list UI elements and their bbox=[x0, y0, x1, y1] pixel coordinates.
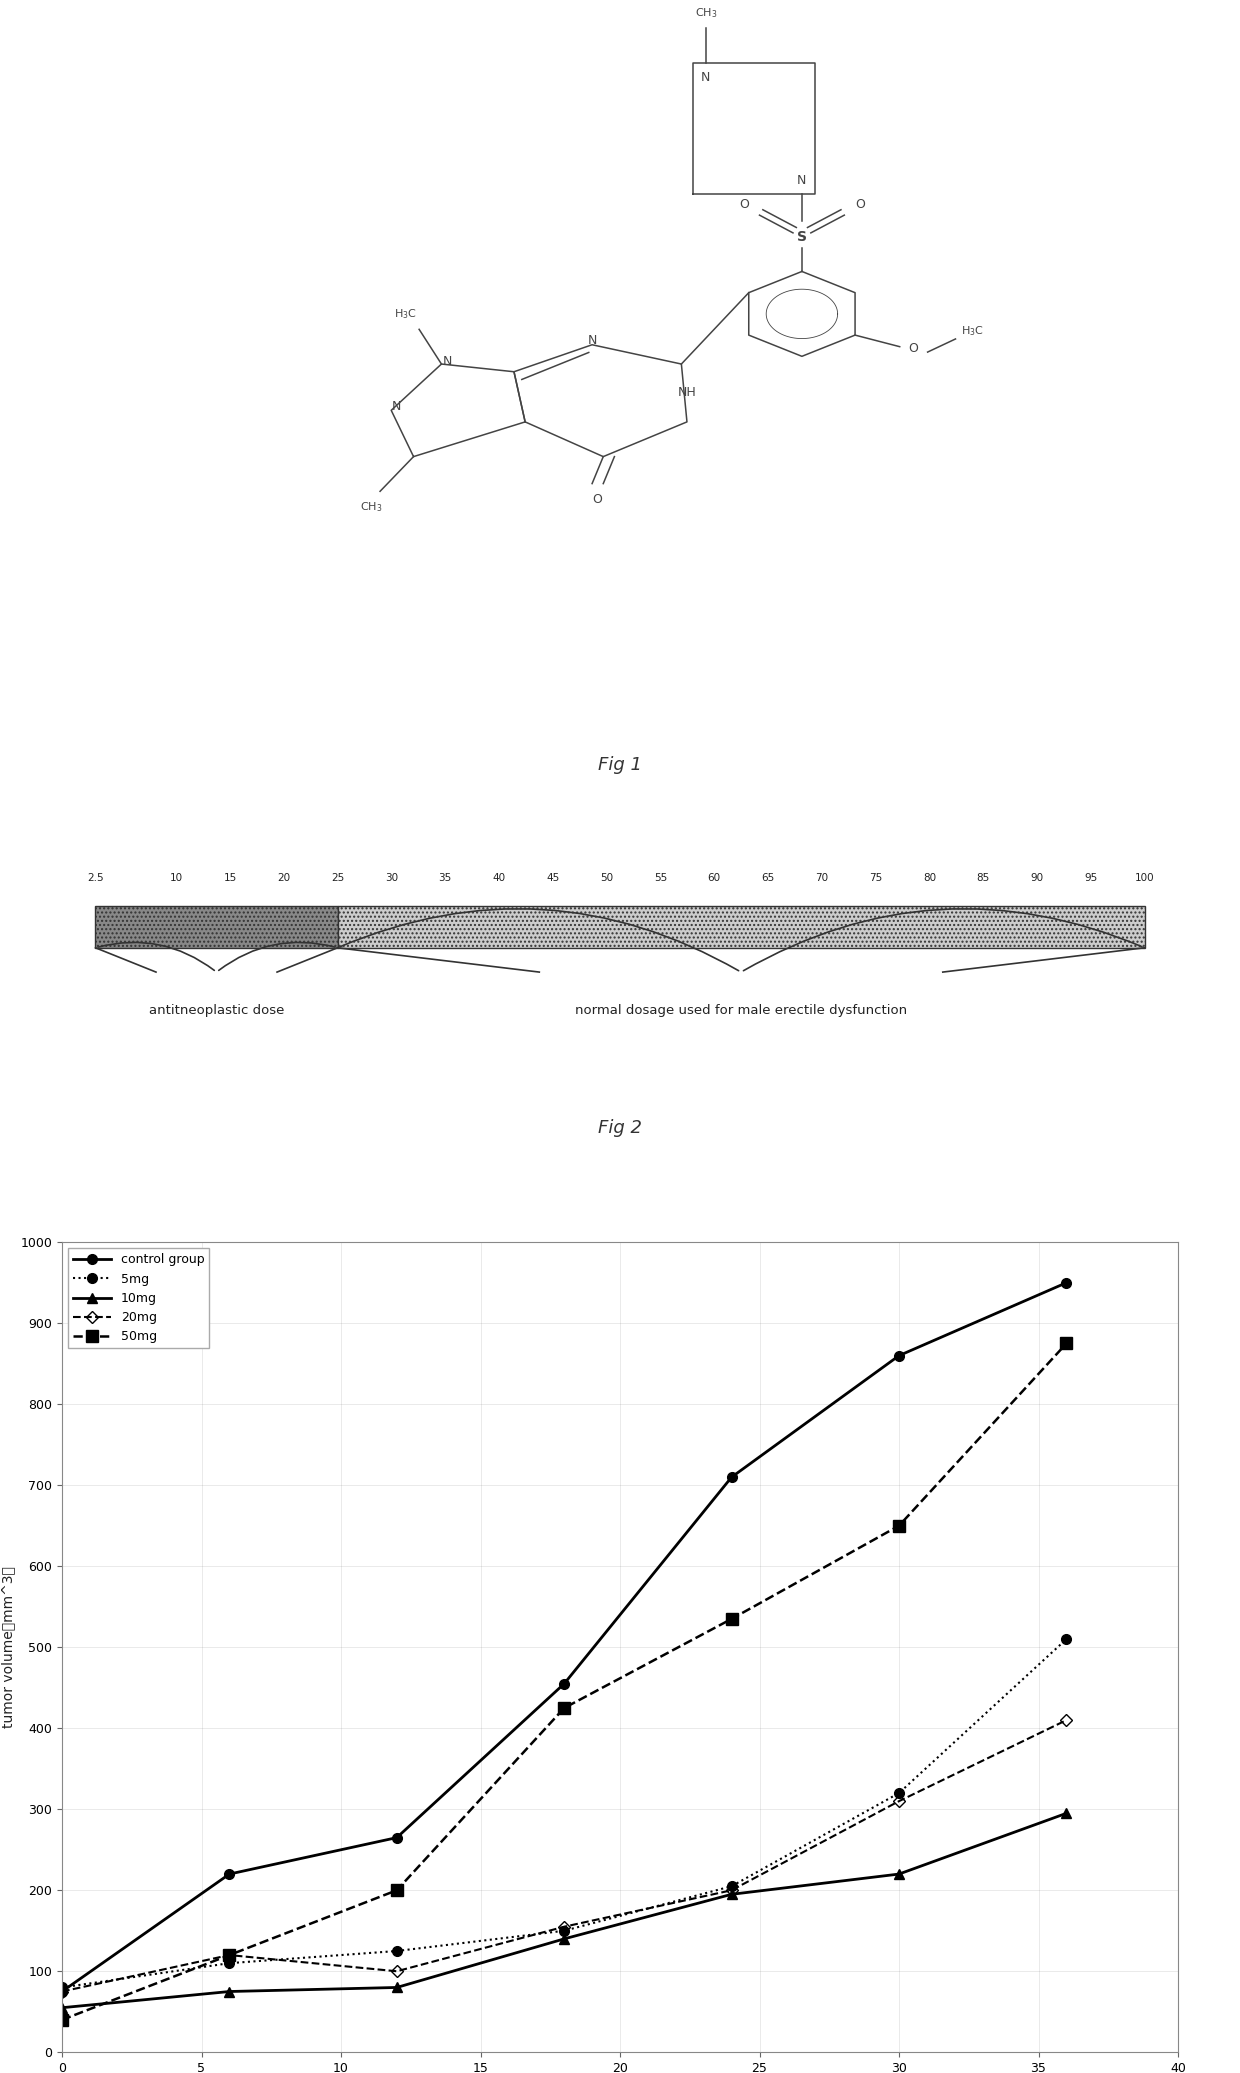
50mg bbox=[1059, 1331, 1074, 1356]
50mg bbox=[55, 2007, 69, 2032]
Text: 80: 80 bbox=[923, 873, 936, 883]
Text: 85: 85 bbox=[977, 873, 990, 883]
Text: 40: 40 bbox=[492, 873, 506, 883]
control group bbox=[724, 1466, 739, 1490]
Text: N: N bbox=[702, 70, 711, 83]
Text: 75: 75 bbox=[869, 873, 882, 883]
Text: H$_3$C: H$_3$C bbox=[961, 323, 983, 338]
Text: NH: NH bbox=[677, 386, 697, 400]
Text: 90: 90 bbox=[1030, 873, 1044, 883]
control group bbox=[557, 1671, 572, 1696]
Text: 50: 50 bbox=[600, 873, 613, 883]
Line: 20mg: 20mg bbox=[58, 1716, 1070, 1996]
5mg bbox=[389, 1938, 404, 1963]
control group bbox=[55, 1980, 69, 2005]
Text: O: O bbox=[856, 197, 864, 211]
20mg bbox=[724, 1878, 739, 1903]
10mg bbox=[557, 1926, 572, 1951]
control group bbox=[222, 1862, 237, 1886]
Text: 60: 60 bbox=[708, 873, 720, 883]
Text: 20: 20 bbox=[278, 873, 290, 883]
Text: 2.5: 2.5 bbox=[87, 873, 104, 883]
20mg bbox=[892, 1789, 906, 1814]
50mg bbox=[557, 1696, 572, 1721]
Text: N: N bbox=[443, 354, 451, 369]
20mg bbox=[1059, 1708, 1074, 1733]
5mg bbox=[557, 1918, 572, 1942]
5mg bbox=[724, 1874, 739, 1899]
50mg bbox=[892, 1513, 906, 1538]
Text: S: S bbox=[797, 230, 807, 245]
control group bbox=[1059, 1271, 1074, 1296]
10mg bbox=[222, 1980, 237, 2005]
Text: 10: 10 bbox=[170, 873, 182, 883]
Text: N: N bbox=[392, 400, 402, 413]
control group bbox=[892, 1343, 906, 1368]
5mg bbox=[892, 1781, 906, 1806]
Text: 100: 100 bbox=[1135, 873, 1154, 883]
20mg bbox=[55, 1980, 69, 2005]
Line: 50mg: 50mg bbox=[57, 1337, 1071, 2025]
Text: CH$_3$: CH$_3$ bbox=[694, 6, 717, 21]
Text: 70: 70 bbox=[815, 873, 828, 883]
Text: 95: 95 bbox=[1084, 873, 1097, 883]
Text: N: N bbox=[797, 174, 806, 187]
Line: 10mg: 10mg bbox=[57, 1808, 1071, 2013]
Text: Fig 1: Fig 1 bbox=[598, 757, 642, 773]
Text: O: O bbox=[908, 342, 918, 354]
Text: 35: 35 bbox=[439, 873, 451, 883]
control group bbox=[389, 1824, 404, 1849]
5mg bbox=[55, 1976, 69, 2000]
20mg bbox=[557, 1913, 572, 1938]
Text: antitneoplastic dose: antitneoplastic dose bbox=[149, 1003, 284, 1016]
Text: O: O bbox=[593, 493, 603, 506]
50mg bbox=[724, 1607, 739, 1631]
Text: 15: 15 bbox=[223, 873, 237, 883]
Text: N: N bbox=[588, 334, 596, 348]
10mg bbox=[892, 1862, 906, 1886]
10mg bbox=[1059, 1801, 1074, 1826]
Line: 5mg: 5mg bbox=[57, 1634, 1071, 1992]
Text: O: O bbox=[739, 197, 749, 211]
Text: Fig 2: Fig 2 bbox=[598, 1119, 642, 1138]
Text: normal dosage used for male erectile dysfunction: normal dosage used for male erectile dys… bbox=[575, 1003, 908, 1016]
Bar bbox=[337, 906, 1145, 947]
Y-axis label: tumor volume（mm^3）: tumor volume（mm^3） bbox=[1, 1567, 15, 1729]
Text: 30: 30 bbox=[384, 873, 398, 883]
Legend: control group, 5mg, 10mg, 20mg, 50mg: control group, 5mg, 10mg, 20mg, 50mg bbox=[68, 1248, 210, 1347]
Text: 25: 25 bbox=[331, 873, 345, 883]
Text: 55: 55 bbox=[653, 873, 667, 883]
Text: 65: 65 bbox=[761, 873, 775, 883]
50mg bbox=[389, 1878, 404, 1903]
20mg bbox=[222, 1942, 237, 1967]
10mg bbox=[389, 1976, 404, 2000]
Text: H$_3$C: H$_3$C bbox=[394, 307, 417, 321]
Text: CH$_3$: CH$_3$ bbox=[360, 500, 382, 514]
10mg bbox=[55, 1996, 69, 2021]
Line: control group: control group bbox=[57, 1277, 1071, 1996]
20mg bbox=[389, 1959, 404, 1984]
50mg bbox=[222, 1942, 237, 1967]
5mg bbox=[222, 1951, 237, 1976]
Bar bbox=[95, 906, 337, 947]
Text: 45: 45 bbox=[546, 873, 559, 883]
5mg bbox=[1059, 1627, 1074, 1652]
10mg bbox=[724, 1882, 739, 1907]
